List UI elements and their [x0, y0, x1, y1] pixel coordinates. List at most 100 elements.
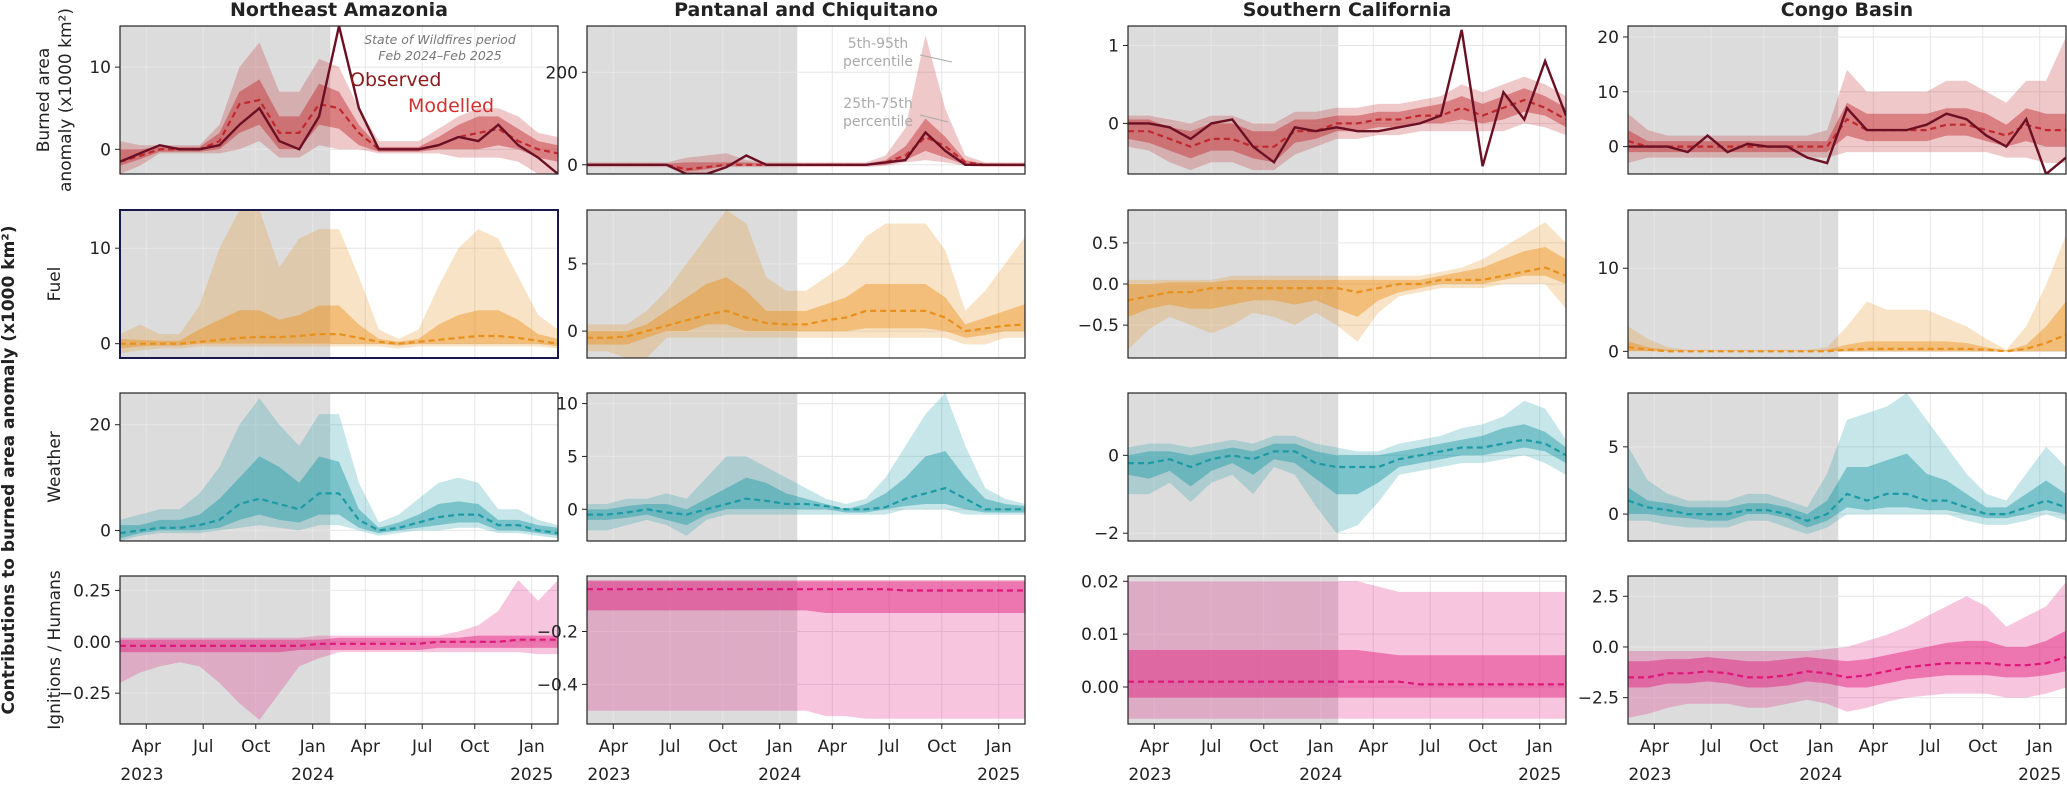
median-line [120, 638, 558, 647]
x-year-label: 2023 [587, 765, 630, 785]
median-line [587, 588, 1025, 592]
shaded-period [1128, 576, 1339, 724]
period-note-line2: Feb 2024–Feb 2025 [378, 48, 501, 63]
x-month-label: Apr [351, 737, 380, 757]
y-tick-label: 0 [100, 521, 111, 541]
panel-frame [1127, 392, 1567, 542]
x-month-label: Apr [818, 737, 847, 757]
band-25-75 [120, 305, 558, 349]
panel-frame [119, 392, 559, 542]
y-tick-label: 0.02 [1081, 572, 1119, 592]
band-25-75 [1128, 247, 1566, 317]
x-month-label: Apr [1140, 737, 1169, 757]
x-month-label: Oct [708, 737, 738, 757]
panel-frame [586, 575, 1026, 725]
median-line [1128, 98, 1566, 148]
panel-pantanal-and-chiquitano-weather [582, 392, 1026, 542]
band-5-95 [120, 398, 558, 541]
observed-line [120, 26, 558, 174]
row-label: Burned area [34, 48, 54, 152]
panel-congo-basin-ignitions-humans [1623, 575, 2067, 729]
panel-pantanal-and-chiquitano-ignitions-humans [582, 575, 1026, 729]
y-tick-label: −2 [1094, 524, 1119, 544]
band-5-95 [1628, 234, 2066, 352]
median-line [1128, 266, 1566, 302]
shaded-period [120, 210, 331, 358]
band-25-75 [1128, 424, 1566, 495]
y-tick-label: 0 [100, 335, 111, 355]
x-month-label: Apr [1859, 737, 1888, 757]
median-line [1128, 680, 1566, 686]
shaded-period [1628, 210, 1839, 358]
y-tick-label: 0 [1608, 342, 1619, 362]
panel-pantanal-and-chiquitano-burned-area [582, 25, 1026, 175]
region-title: Southern California [1243, 0, 1452, 21]
shaded-period [120, 576, 331, 724]
x-year-label: 2024 [758, 765, 801, 785]
y-tick-label: 200 [546, 63, 578, 83]
panel-southern-california-weather [1123, 392, 1567, 542]
band-25-75 [1128, 650, 1566, 698]
y-tick-label: −0.4 [537, 675, 578, 695]
panel-southern-california-burned-area [1123, 25, 1567, 175]
panel-northeast-amazonia-burned-area [115, 25, 559, 175]
band-25-75 [587, 451, 1025, 526]
region-title: Congo Basin [1781, 0, 1913, 21]
shaded-period [1128, 26, 1339, 174]
band-25-75 [587, 277, 1025, 345]
row-label: Ignitions / Humans [45, 570, 65, 730]
x-month-label: Apr [1640, 737, 1669, 757]
x-month-label: Jul [1200, 737, 1222, 757]
observed-line [1628, 105, 2066, 174]
panel-frame [1627, 209, 2067, 359]
global-ylabel: Contributions to burned area anomaly (x1… [0, 226, 19, 715]
y-tick-label: 0 [1108, 446, 1119, 466]
band-25-75 [587, 581, 1025, 613]
x-month-label: Apr [1359, 737, 1388, 757]
x-year-label: 2025 [510, 765, 553, 785]
y-tick-label: 0 [567, 500, 578, 520]
x-month-label: Oct [1749, 737, 1779, 757]
x-month-label: Jul [1919, 737, 1941, 757]
band-5-95 [587, 393, 1025, 536]
x-year-label: 2024 [1799, 765, 1842, 785]
panel-northeast-amazonia-weather [115, 392, 559, 542]
x-month-label: Oct [1249, 737, 1279, 757]
panel-southern-california-fuel [1123, 209, 1567, 359]
x-month-label: Jul [192, 737, 214, 757]
y-tick-label: 20 [1597, 28, 1619, 48]
band-25-75 [1628, 102, 2066, 153]
x-month-label: Oct [927, 737, 957, 757]
x-year-label: 2025 [2018, 765, 2061, 785]
panel-frame [1127, 575, 1567, 725]
y-tick-label: 0 [567, 322, 578, 342]
band-5-95 [1128, 400, 1566, 534]
y-tick-label: 5 [1608, 438, 1619, 458]
panel-frame [1627, 25, 2067, 175]
y-tick-label: 0.00 [73, 633, 111, 653]
median-line [1628, 656, 2066, 679]
x-month-label: Jul [1700, 737, 1722, 757]
x-month-label: Jul [1419, 737, 1441, 757]
panel-frame [1627, 575, 2067, 725]
band-5-95 [1128, 581, 1566, 719]
x-month-label: Oct [460, 737, 490, 757]
shaded-period [1128, 393, 1339, 541]
x-year-label: 2023 [1128, 765, 1171, 785]
band-5-95 [1628, 393, 2066, 535]
panel-frame [119, 575, 559, 725]
x-month-label: Jan [299, 737, 326, 757]
observed-line [587, 130, 1025, 174]
y-tick-label: 5 [567, 255, 578, 275]
y-tick-label: 0.5 [1092, 234, 1119, 254]
median-line [587, 309, 1025, 339]
band-25-75 [120, 635, 558, 653]
y-tick-label: −2.5 [1578, 689, 1619, 709]
x-month-label: Jan [2026, 737, 2053, 757]
panel-frame [1127, 25, 1567, 175]
panel-southern-california-ignitions-humans [1123, 575, 1567, 729]
shaded-period [587, 393, 798, 541]
band-5-95 [120, 580, 558, 720]
band-label-inner-2: percentile [843, 114, 913, 130]
x-month-label: Jul [878, 737, 900, 757]
